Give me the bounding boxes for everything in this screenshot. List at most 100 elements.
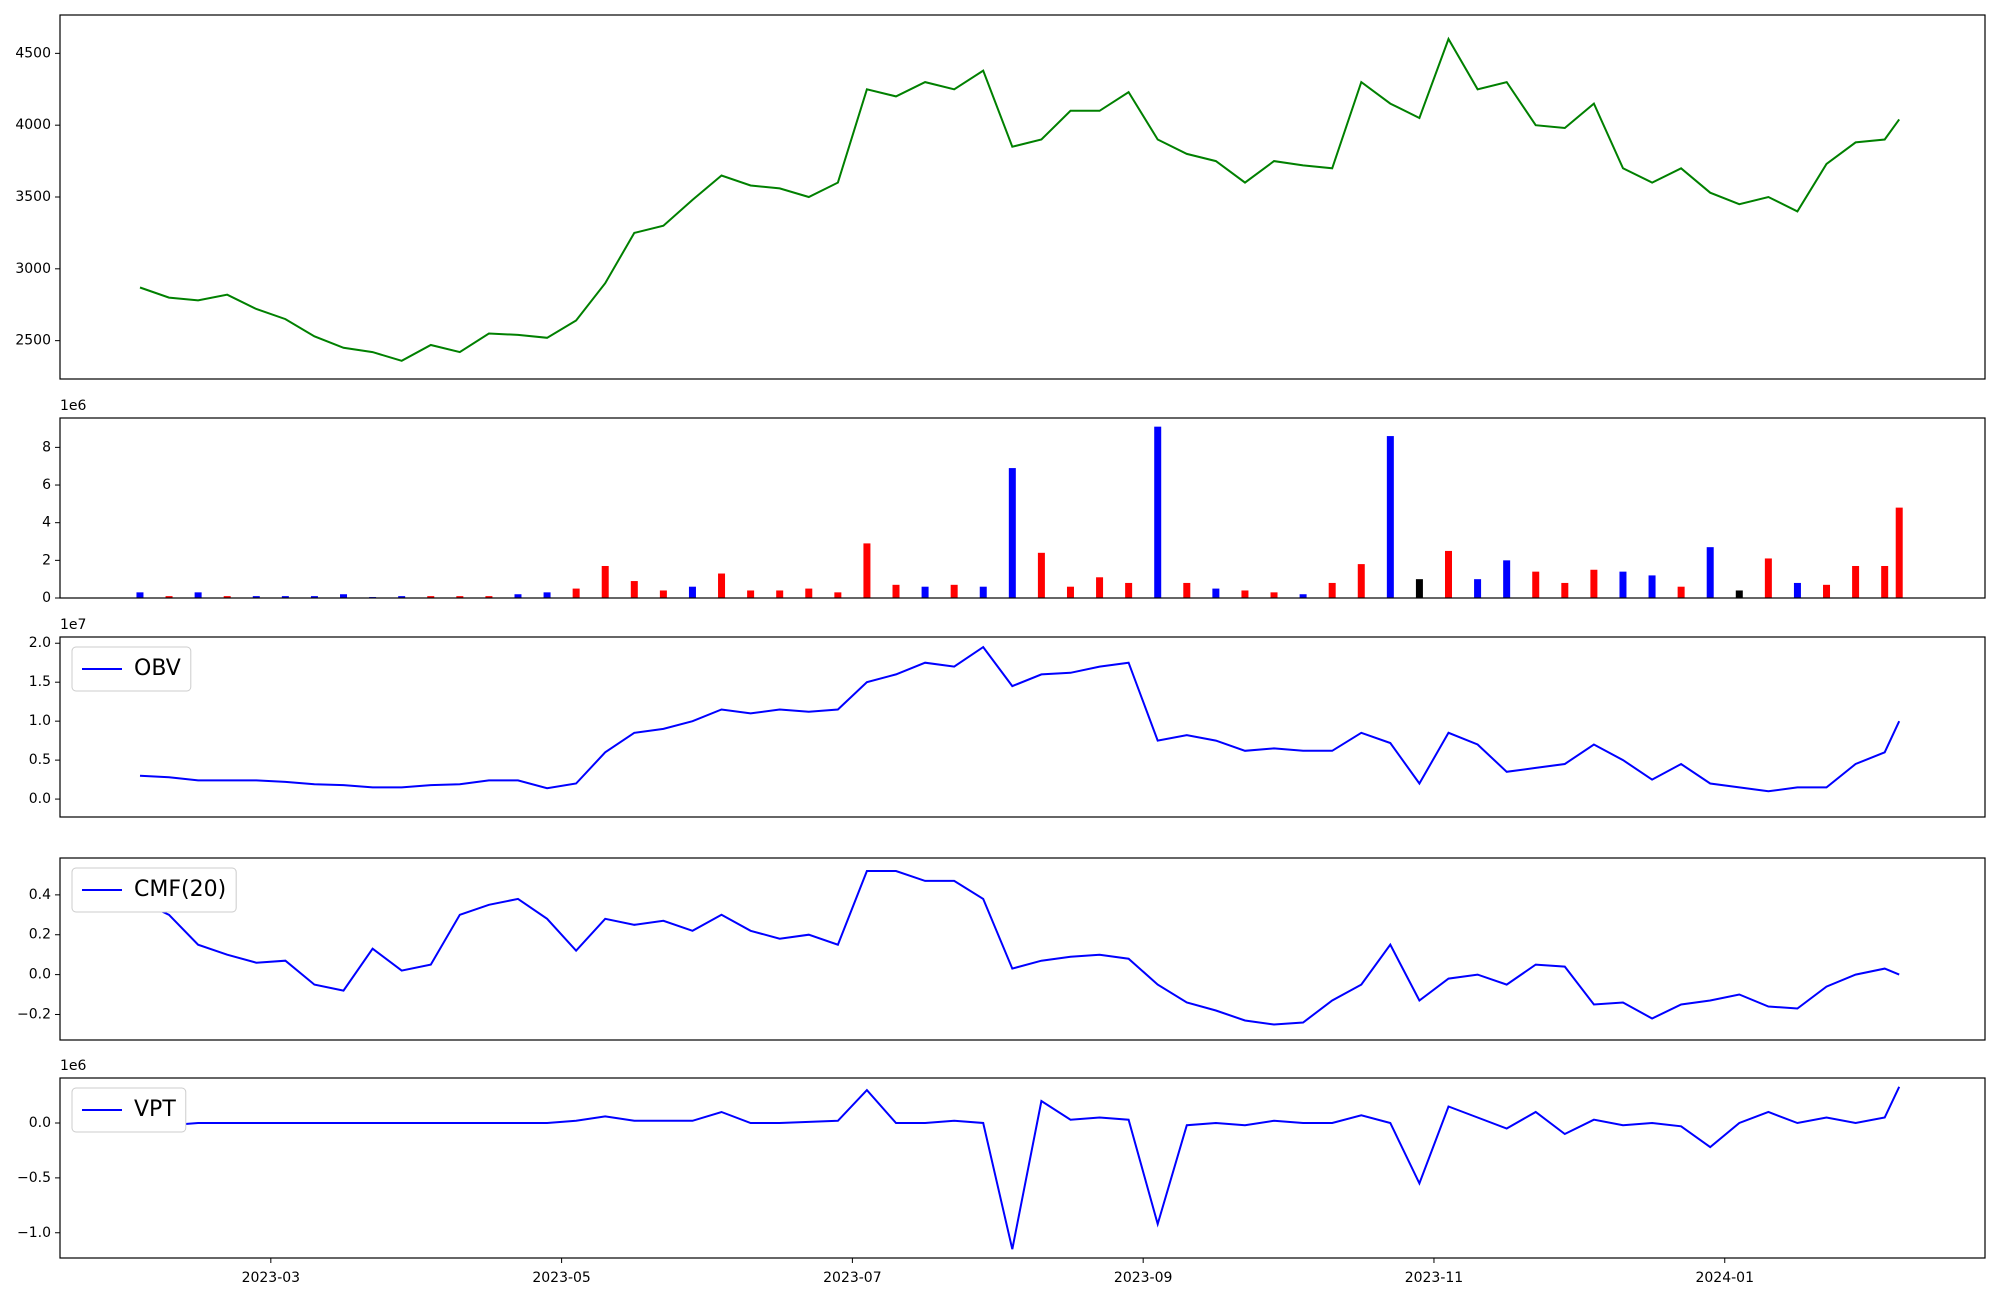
bar (340, 594, 348, 598)
bar (1852, 565, 1860, 598)
bar (1415, 579, 1423, 598)
y-tick-label: 4500 (15, 45, 51, 61)
x-tick-label: 2023-05 (532, 1270, 591, 1286)
y-tick-label: 2.0 (29, 635, 51, 651)
bar (892, 584, 900, 598)
bar (688, 586, 696, 598)
y-tick-label: −1.0 (17, 1225, 51, 1241)
axes-frame (59, 636, 1986, 818)
bar (398, 596, 406, 598)
bar (281, 596, 289, 598)
y-tick-label: 0.2 (29, 927, 51, 943)
legend: OBV (71, 646, 192, 692)
line (139, 645, 1901, 793)
bar (1183, 582, 1191, 598)
x-tick-label: 2024-01 (1695, 1270, 1754, 1286)
axes-frame (59, 14, 1986, 380)
bar (1895, 507, 1903, 598)
legend-box (71, 1087, 187, 1133)
x-tick-label: 2023-11 (1405, 1270, 1464, 1286)
y-tick-label: 3500 (15, 189, 51, 205)
y-tick-label: 8 (42, 439, 51, 455)
bar (1474, 579, 1482, 598)
bar (1445, 550, 1453, 598)
legend: CMF(20) (71, 867, 237, 913)
bar (1328, 582, 1336, 598)
x-tick-label: 2023-03 (242, 1270, 301, 1286)
legend-box (71, 867, 237, 913)
panel: −1.0 −0.5 0.0 2023-03 2023-05 2023-07 2023-09 2… (17, 1058, 1986, 1286)
bar (1590, 569, 1598, 598)
y-tick-label: 0 (42, 590, 51, 606)
bar (1386, 436, 1394, 598)
offset-label: 1e7 (60, 617, 86, 633)
bar (1154, 426, 1162, 598)
panel: 2500 3000 3500 4000 4500 (15, 14, 1986, 380)
y-tick-label: 1.0 (29, 713, 51, 729)
bar (1008, 468, 1016, 598)
bar (1561, 582, 1569, 598)
bar (1881, 565, 1889, 598)
bar (1677, 586, 1685, 598)
bar (194, 592, 202, 598)
y-tick-label: 2500 (15, 333, 51, 349)
legend-label: CMF(20) (134, 877, 226, 902)
bar (1532, 571, 1540, 598)
bar (1066, 586, 1074, 598)
legend-label: VPT (134, 1097, 176, 1122)
y-tick-label: −0.2 (17, 1006, 51, 1022)
bar (1096, 577, 1104, 598)
y-tick-label: 2 (42, 552, 51, 568)
bar (1357, 564, 1365, 598)
panel: 0.0 0.5 1.0 1.5 2.0 1e7 OBV (29, 617, 1986, 818)
axes-frame (59, 417, 1986, 599)
y-tick-label: 0.5 (29, 752, 51, 768)
bar (1270, 592, 1278, 598)
bar (979, 586, 987, 598)
bar (863, 543, 871, 598)
bar (1212, 588, 1220, 598)
bar (1764, 558, 1772, 598)
bar (252, 596, 260, 598)
bar (456, 596, 464, 598)
bar (310, 596, 318, 598)
y-tick-label: 3000 (15, 261, 51, 277)
bar (718, 573, 726, 598)
y-tick-label: −0.5 (17, 1170, 51, 1186)
offset-label: 1e6 (60, 398, 87, 414)
bar (601, 565, 609, 598)
bar (223, 596, 231, 598)
bar (776, 590, 784, 598)
bar (543, 592, 551, 598)
bar (427, 596, 435, 598)
y-tick-label: 0.0 (29, 967, 51, 983)
bar (747, 590, 755, 598)
x-tick-label: 2023-09 (1114, 1270, 1173, 1286)
y-tick-label: 0.0 (29, 791, 51, 807)
y-tick-label: 0.4 (29, 887, 51, 903)
axes-frame (59, 857, 1986, 1041)
line (139, 870, 1900, 1026)
bar (630, 581, 638, 598)
bar (1503, 560, 1511, 598)
y-tick-label: 1.5 (29, 674, 51, 690)
bar (659, 590, 667, 598)
y-tick-label: 0.0 (29, 1115, 51, 1131)
bar (921, 586, 929, 598)
legend: VPT (71, 1087, 187, 1133)
bar (136, 592, 144, 598)
bar (1619, 571, 1627, 598)
bar (1823, 584, 1831, 598)
bar (165, 596, 173, 598)
y-tick-label: 4000 (15, 117, 51, 133)
bar (514, 594, 522, 598)
panel: −0.2 0.0 0.2 0.4 CMF(20) (17, 857, 1986, 1041)
legend-box (71, 646, 192, 692)
bar (950, 584, 958, 598)
bar (1735, 590, 1743, 598)
bar (485, 596, 493, 598)
y-tick-label: 4 (42, 515, 51, 531)
legend-label: OBV (134, 656, 181, 681)
bar (1299, 594, 1307, 598)
